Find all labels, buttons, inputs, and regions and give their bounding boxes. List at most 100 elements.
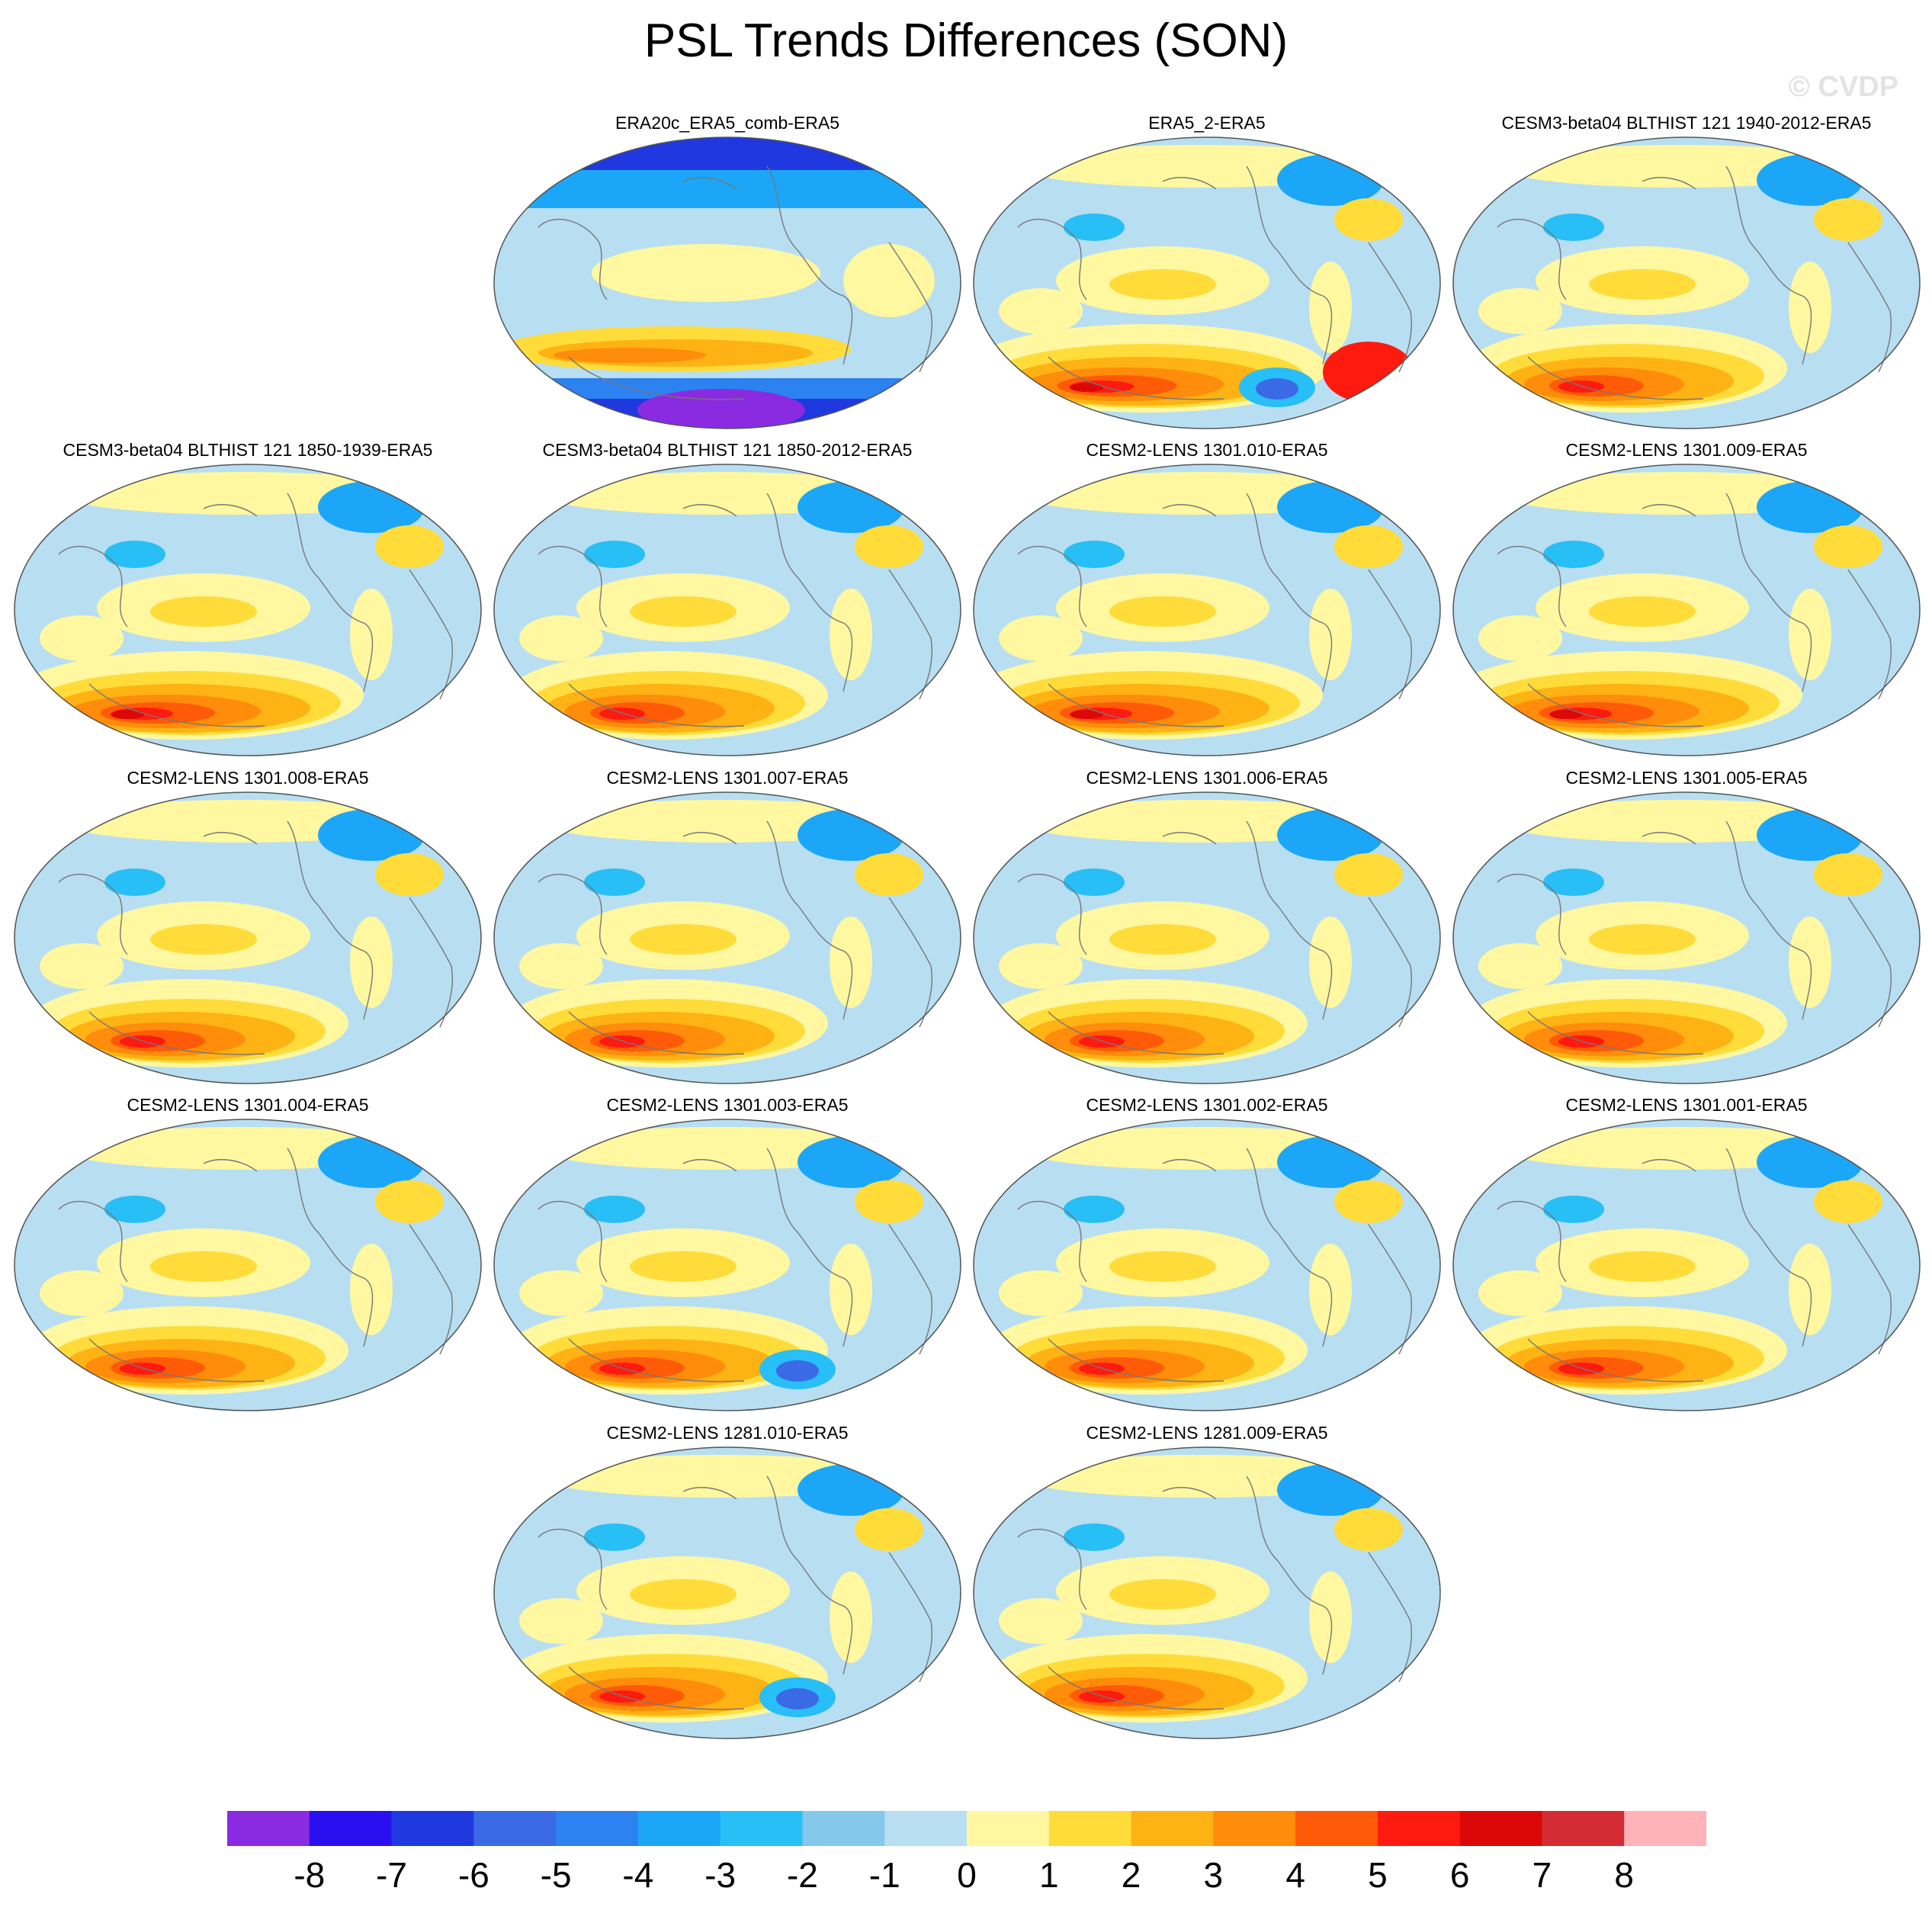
- coastline: [538, 873, 608, 955]
- map-panel: CESM2-LENS 1281.009-ERA5: [972, 1423, 1442, 1743]
- polar-negative-patch: [798, 481, 904, 533]
- coastline: [1725, 165, 1812, 365]
- map-plot: [1452, 136, 1921, 429]
- field-contours: [494, 1119, 961, 1411]
- indian-ocean-positive: [1478, 615, 1562, 661]
- coastline: [1048, 1666, 1224, 1710]
- tropical-pacific-core: [1589, 269, 1696, 300]
- field-contours: [974, 792, 1440, 1084]
- map-panel: CESM2-LENS 1301.006-ERA5: [972, 768, 1442, 1088]
- coastline: [287, 1148, 374, 1347]
- coastline: [1527, 1011, 1704, 1055]
- tropical-pacific-core: [1589, 924, 1696, 955]
- polar-negative-patch: [1757, 1136, 1863, 1188]
- colorbar-tick-label: -5: [541, 1855, 572, 1895]
- coastline: [1048, 356, 1224, 400]
- tropical-pacific-core: [150, 596, 257, 627]
- map-outline: [14, 1119, 482, 1411]
- colorbar-swatch: [1459, 1811, 1542, 1846]
- coastline: [888, 242, 933, 373]
- north-pacific-negative: [1543, 541, 1604, 568]
- panel-title: CESM2-LENS 1301.001-ERA5: [1565, 1095, 1808, 1115]
- coastlines: [1017, 1148, 1413, 1382]
- map-outline: [1452, 791, 1921, 1084]
- coastlines: [538, 493, 933, 727]
- tropical-pacific-core: [1589, 1251, 1696, 1282]
- coastline: [58, 545, 128, 628]
- map-outline: [493, 136, 961, 429]
- colorbar-tick-label: 3: [1204, 1855, 1224, 1895]
- tropical-pacific-core: [630, 1251, 737, 1282]
- colorbar-tick-label: -4: [622, 1855, 653, 1895]
- arctic-negative-band: [494, 137, 961, 170]
- field-contours: [1453, 792, 1920, 1084]
- coastline: [682, 177, 737, 190]
- coastline: [1162, 504, 1217, 517]
- north-atlantic-positive: [855, 525, 923, 568]
- coastline: [1246, 820, 1333, 1020]
- coastline: [1162, 1159, 1217, 1172]
- map-panel: CESM2-LENS 1301.001-ERA5: [1452, 1095, 1921, 1415]
- coastline: [1162, 1487, 1217, 1500]
- coastline: [568, 1011, 745, 1055]
- coastline: [1527, 356, 1704, 400]
- colorbar-swatch: [1542, 1811, 1625, 1846]
- colorbar-tick-label: 7: [1532, 1855, 1552, 1895]
- map-panel: CESM2-LENS 1301.003-ERA5: [493, 1095, 962, 1415]
- coastlines: [1497, 165, 1892, 400]
- map-plot: [973, 791, 1441, 1084]
- south-atlantic-negative-core: [776, 1360, 819, 1382]
- panel-title: CESM3-beta04 BLTHIST 121 1850-2012-ERA5: [542, 440, 913, 460]
- map-panel: CESM2-LENS 1301.005-ERA5: [1452, 768, 1921, 1088]
- field-contours: [494, 792, 961, 1084]
- panel-title: CESM3-beta04 BLTHIST 121 1940-2012-ERA5: [1501, 113, 1872, 133]
- coastline: [287, 493, 374, 692]
- southern-ocean-peak: [1070, 710, 1103, 719]
- coastlines: [58, 1148, 454, 1382]
- polar-negative-patch: [1277, 809, 1384, 861]
- coastline: [1642, 832, 1696, 845]
- coastline: [1162, 177, 1217, 190]
- coastline: [1246, 493, 1333, 692]
- coastline: [58, 873, 128, 955]
- north-pacific-negative: [1543, 213, 1604, 241]
- north-atlantic-positive: [855, 853, 923, 896]
- map-panel: CESM2-LENS 1301.009-ERA5: [1452, 440, 1921, 760]
- coastline: [1017, 1200, 1087, 1283]
- coastline: [538, 1528, 608, 1610]
- coastline: [888, 1552, 933, 1683]
- coastline: [1368, 242, 1413, 373]
- colorbar-swatch: [1377, 1811, 1461, 1846]
- map-panel: ERA5_2-ERA5: [972, 113, 1442, 433]
- map-plot: [14, 1119, 482, 1411]
- south-atlantic-negative-core: [1256, 378, 1298, 400]
- map-plot: [1452, 1119, 1921, 1411]
- coastline: [888, 897, 933, 1028]
- north-pacific-negative: [1543, 1196, 1604, 1223]
- tropical-pacific-core: [1589, 596, 1696, 627]
- colorbar-swatch: [1295, 1811, 1378, 1846]
- coastline: [1017, 1528, 1087, 1610]
- tropical-pacific-core: [1109, 1579, 1216, 1610]
- coastlines: [538, 1475, 933, 1710]
- coastlines: [1017, 165, 1413, 400]
- north-pacific-negative: [1064, 541, 1125, 568]
- north-atlantic-positive: [1814, 853, 1882, 896]
- map-plot: [493, 1119, 961, 1411]
- antarctic-minimum: [637, 389, 805, 429]
- panel-title: CESM2-LENS 1301.008-ERA5: [127, 768, 369, 788]
- coastline: [203, 1159, 258, 1172]
- map-outline: [1452, 136, 1921, 429]
- coastline: [88, 683, 265, 727]
- coastline: [682, 504, 737, 517]
- map-outline: [973, 136, 1441, 429]
- coastline: [682, 832, 737, 845]
- colorbar-tick-label: -1: [869, 1855, 900, 1895]
- coastline: [203, 832, 258, 845]
- north-pacific-negative: [1543, 868, 1604, 896]
- coastline: [1847, 1224, 1892, 1355]
- tropical-positive-patch: [592, 244, 820, 302]
- map-plot: [493, 136, 961, 429]
- colorbar-tick-label: 6: [1450, 1855, 1470, 1895]
- north-atlantic-positive: [1334, 525, 1403, 568]
